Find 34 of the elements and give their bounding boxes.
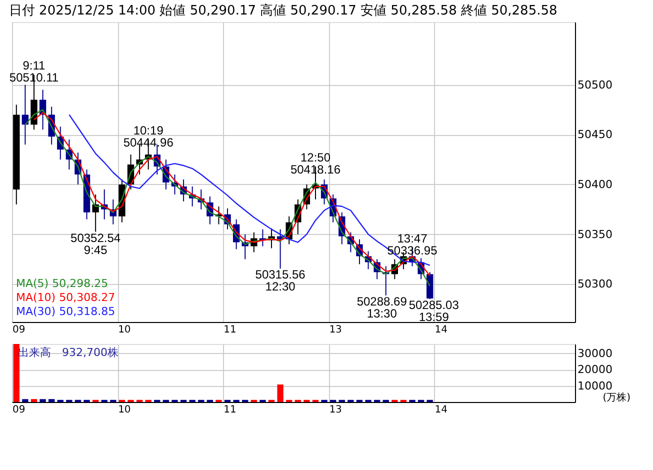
x-tick-label: 10 [118,324,131,336]
x-tick-label: 11 [224,404,236,416]
candlestick [92,194,99,232]
bar [277,384,284,402]
chart-title: 日付 2025/12/25 14:00 始値 50,290.17 高値 50,290.17 安値 50,285.58 終値 50,285.58 [8,2,558,18]
y-tick-label: 30000 [578,346,612,360]
x-tick-label: 13 [329,324,342,336]
y-tick-label: 50300 [578,278,612,291]
x-tick-label: 14 [434,324,448,336]
x-tick-label: 14 [434,404,448,416]
annotation: 50285.03 13:59 [408,298,460,324]
annotation: 50315.56 12:30 [255,268,306,294]
bar [30,399,38,402]
annotation: 50352.54 9:45 [70,230,121,257]
text: MA(30) 50,318.85 [16,305,116,318]
bar [40,399,46,402]
bar [13,344,20,402]
text: MA(10) 50,308.27 [16,291,116,304]
y-tick-label: 50400 [578,178,612,191]
x-tick-label: 13 [329,404,342,416]
bar [22,399,28,402]
y-tick-label: 50450 [578,128,612,142]
x-tick-label: 09 [12,324,26,336]
x-tick-label: 11 [224,324,236,336]
y-tick-label: 10000 [578,379,612,392]
bar [48,399,55,402]
annotation: 50288.69 13:30 [356,294,408,320]
y-tick-label: 50350 [578,228,612,241]
y-tick-label: 20000 [578,363,612,376]
x-tick-label: 10 [118,404,131,416]
x-tick-label: 09 [12,404,26,416]
text: MA(5) 50,298.25 [16,277,108,290]
y-axis-title: (万株) [602,392,631,404]
y-tick-label: 50500 [578,78,612,92]
